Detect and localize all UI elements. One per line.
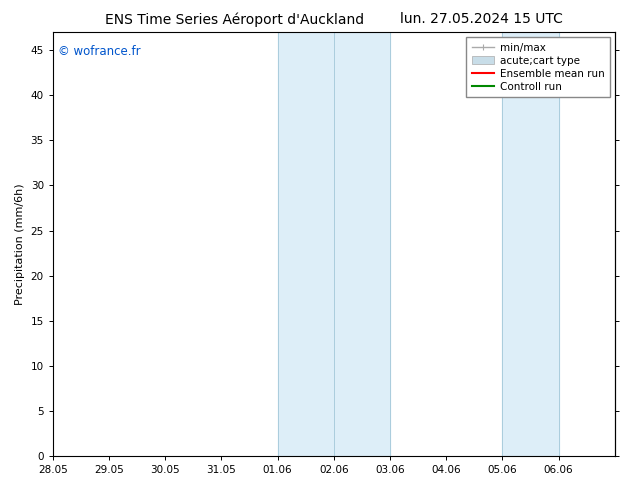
Y-axis label: Precipitation (mm/6h): Precipitation (mm/6h) (15, 183, 25, 305)
Bar (278, 32, 390, 456)
Bar (502, 32, 559, 456)
Text: ENS Time Series Aéroport d'Auckland: ENS Time Series Aéroport d'Auckland (105, 12, 364, 27)
Legend: min/max, acute;cart type, Ensemble mean run, Controll run: min/max, acute;cart type, Ensemble mean … (467, 37, 610, 97)
Text: lun. 27.05.2024 15 UTC: lun. 27.05.2024 15 UTC (401, 12, 563, 26)
Text: © wofrance.fr: © wofrance.fr (58, 45, 141, 58)
